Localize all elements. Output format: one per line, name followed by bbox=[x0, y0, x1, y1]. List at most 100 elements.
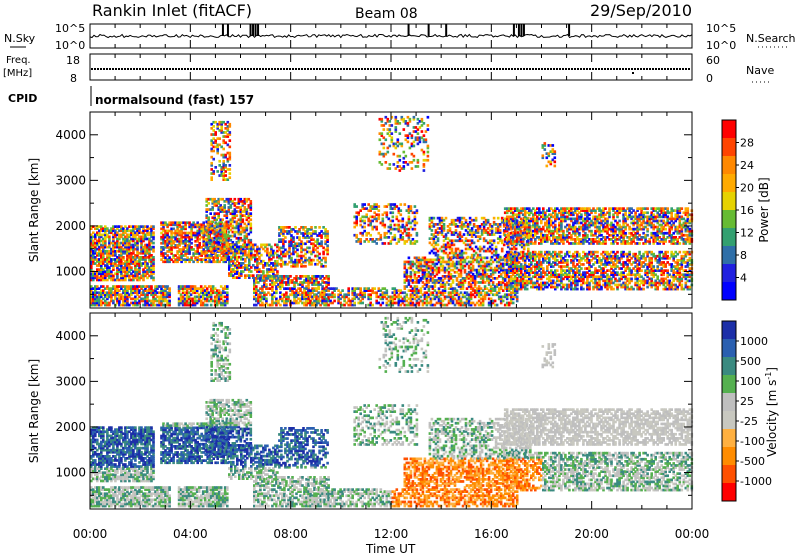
data-cell bbox=[90, 274, 93, 278]
data-cell bbox=[298, 236, 301, 239]
data-cell bbox=[126, 245, 129, 249]
data-cell bbox=[102, 243, 105, 247]
data-cell bbox=[148, 251, 151, 255]
data-cell bbox=[134, 274, 137, 278]
data-cell bbox=[382, 146, 386, 150]
data-cell bbox=[142, 293, 145, 297]
data-cell bbox=[98, 293, 101, 297]
data-cell bbox=[390, 124, 394, 127]
data-cell bbox=[386, 150, 390, 154]
data-cell bbox=[146, 270, 149, 274]
data-cell bbox=[106, 278, 109, 282]
data-cell bbox=[198, 223, 201, 227]
data-cell bbox=[314, 226, 317, 229]
data-cell bbox=[401, 217, 405, 221]
data-cell bbox=[90, 295, 93, 299]
data-cell bbox=[160, 301, 163, 305]
data-cell bbox=[104, 303, 107, 307]
data-cell bbox=[223, 291, 227, 295]
data-cell bbox=[142, 256, 145, 259]
data-cell bbox=[375, 242, 378, 245]
data-cell bbox=[112, 301, 115, 305]
data-cell bbox=[164, 295, 167, 299]
data-cell bbox=[207, 295, 211, 299]
data-cell bbox=[409, 205, 413, 208]
data-cell bbox=[118, 301, 121, 305]
data-cell bbox=[188, 237, 191, 241]
data-cell bbox=[324, 264, 327, 268]
data-cell bbox=[207, 234, 210, 238]
data-cell bbox=[189, 299, 193, 303]
data-cell bbox=[393, 233, 397, 237]
data-cell bbox=[197, 297, 201, 301]
data-cell bbox=[217, 301, 221, 305]
data-cell bbox=[405, 293, 409, 297]
data-cell bbox=[106, 249, 109, 253]
data-cell bbox=[140, 251, 143, 255]
data-cell bbox=[152, 268, 155, 271]
data-cell bbox=[174, 223, 177, 227]
data-cell bbox=[92, 256, 95, 259]
data-cell bbox=[184, 231, 187, 235]
data-cell bbox=[215, 295, 219, 299]
data-cell bbox=[182, 231, 185, 235]
data-cell bbox=[130, 268, 133, 271]
data-cell bbox=[217, 297, 221, 301]
data-cell bbox=[124, 249, 127, 253]
data-cell bbox=[132, 227, 135, 230]
data-cell bbox=[112, 229, 115, 233]
data-cell bbox=[120, 225, 123, 228]
data-cell bbox=[196, 244, 199, 247]
data-cell bbox=[166, 285, 169, 288]
data-cell bbox=[108, 239, 111, 243]
data-cell bbox=[144, 225, 147, 228]
data-cell bbox=[126, 303, 129, 307]
data-cell bbox=[158, 303, 161, 307]
data-cell bbox=[122, 268, 125, 271]
data-cell bbox=[124, 274, 127, 278]
data-cell bbox=[128, 243, 131, 247]
data-cell bbox=[94, 272, 97, 276]
data-cell bbox=[108, 289, 111, 292]
data-cell bbox=[250, 270, 253, 273]
data-cell bbox=[166, 293, 169, 297]
nave-marker bbox=[632, 72, 634, 74]
data-cell bbox=[205, 293, 209, 297]
data-cell bbox=[110, 247, 113, 251]
data-cell bbox=[176, 229, 179, 233]
data-cell bbox=[120, 262, 123, 265]
data-cell bbox=[215, 241, 218, 244]
data-cell bbox=[363, 225, 366, 229]
data-cell bbox=[168, 293, 171, 297]
data-cell bbox=[126, 256, 129, 259]
data-cell bbox=[413, 215, 417, 219]
data-cell bbox=[290, 256, 293, 260]
data-cell bbox=[106, 251, 109, 255]
data-cell bbox=[124, 293, 127, 297]
data-cell bbox=[190, 256, 193, 259]
data-cell bbox=[128, 264, 131, 267]
cpid-text: normalsound (fast) 157 bbox=[95, 93, 254, 107]
data-cell bbox=[120, 276, 123, 280]
data-cell bbox=[152, 293, 155, 297]
data-cell bbox=[166, 295, 169, 299]
data-cell bbox=[126, 266, 129, 269]
data-cell bbox=[178, 254, 181, 257]
data-cell bbox=[112, 251, 115, 255]
date-title: 29/Sep/2010 bbox=[590, 1, 692, 20]
data-cell bbox=[90, 299, 93, 303]
data-cell bbox=[226, 256, 230, 259]
data-cell bbox=[112, 245, 115, 249]
data-cell bbox=[104, 235, 107, 239]
data-cell bbox=[181, 301, 185, 305]
data-cell bbox=[205, 243, 208, 246]
data-cell bbox=[162, 295, 165, 299]
data-cell bbox=[182, 258, 185, 261]
data-cell bbox=[144, 251, 147, 255]
data-cell bbox=[203, 291, 207, 295]
data-cell bbox=[209, 212, 212, 215]
data-cell bbox=[102, 272, 105, 276]
data-cell bbox=[436, 237, 440, 240]
data-cell bbox=[174, 258, 177, 261]
data-cell bbox=[209, 238, 212, 242]
